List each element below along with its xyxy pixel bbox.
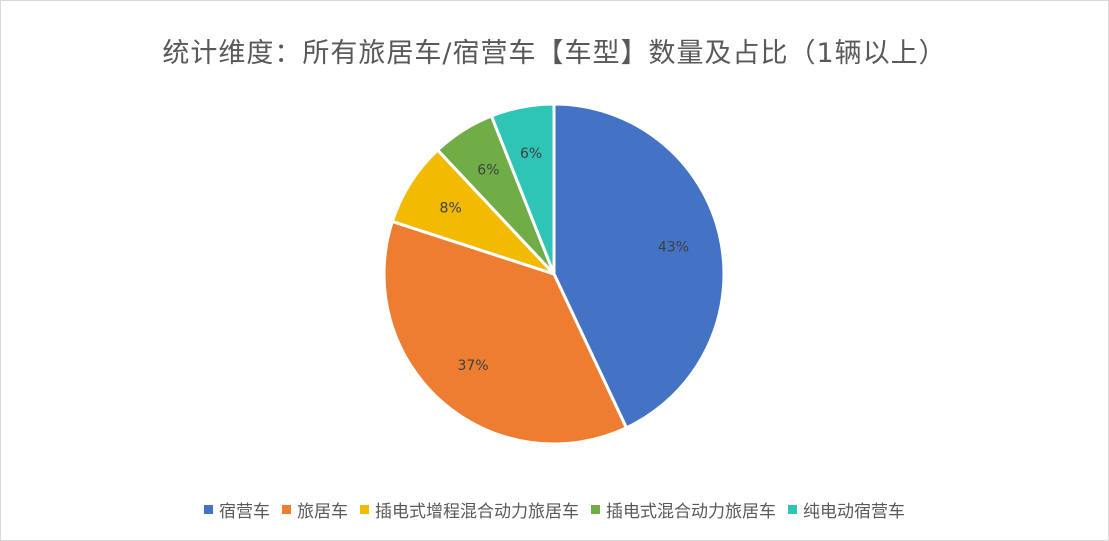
legend-item-rv: 旅居车 (282, 497, 348, 522)
legend-item-ev-camper: 纯电动宿营车 (788, 497, 905, 522)
legend-label-phev-erev-rv: 插电式增程混合动力旅居车 (375, 502, 579, 522)
legend-swatch-phev-rv (591, 505, 600, 514)
legend-swatch-rv (282, 505, 291, 514)
legend-item-phev-rv: 插电式混合动力旅居车 (591, 497, 776, 522)
pie-slice-camper (552, 102, 726, 430)
pie-data-labels: 43% 37% 8% 6% 6% (440, 146, 689, 374)
pie-slice-rv (382, 219, 628, 446)
legend-swatch-phev-erev-rv (360, 505, 369, 514)
chart-title: 统计维度：所有旅居车/宿营车【车型】数量及占比（1辆以上） (162, 38, 947, 69)
legend-label-camper: 宿营车 (219, 502, 270, 522)
legend-item-phev-erev-rv: 插电式增程混合动力旅居车 (360, 497, 579, 522)
legend-label-ev-camper: 纯电动宿营车 (803, 502, 905, 522)
chart-legend: 宿营车 旅居车 插电式增程混合动力旅居车 插电式混合动力旅居车 纯电动宿营车 (1, 497, 1108, 522)
legend-item-camper: 宿营车 (204, 497, 270, 522)
data-label-ev-camper: 6% (520, 146, 542, 162)
legend-swatch-camper (204, 505, 213, 514)
data-label-phev-rv: 6% (477, 163, 499, 179)
legend-swatch-ev-camper (788, 505, 797, 514)
legend-label-rv: 旅居车 (297, 502, 348, 522)
pie-slice-ev-camper (489, 102, 556, 276)
data-label-phev-erev-rv: 8% (440, 200, 462, 216)
data-label-camper: 43% (658, 239, 689, 255)
pie-slices (382, 102, 726, 446)
data-label-rv: 37% (457, 358, 488, 374)
legend-label-phev-rv: 插电式混合动力旅居车 (606, 502, 776, 522)
